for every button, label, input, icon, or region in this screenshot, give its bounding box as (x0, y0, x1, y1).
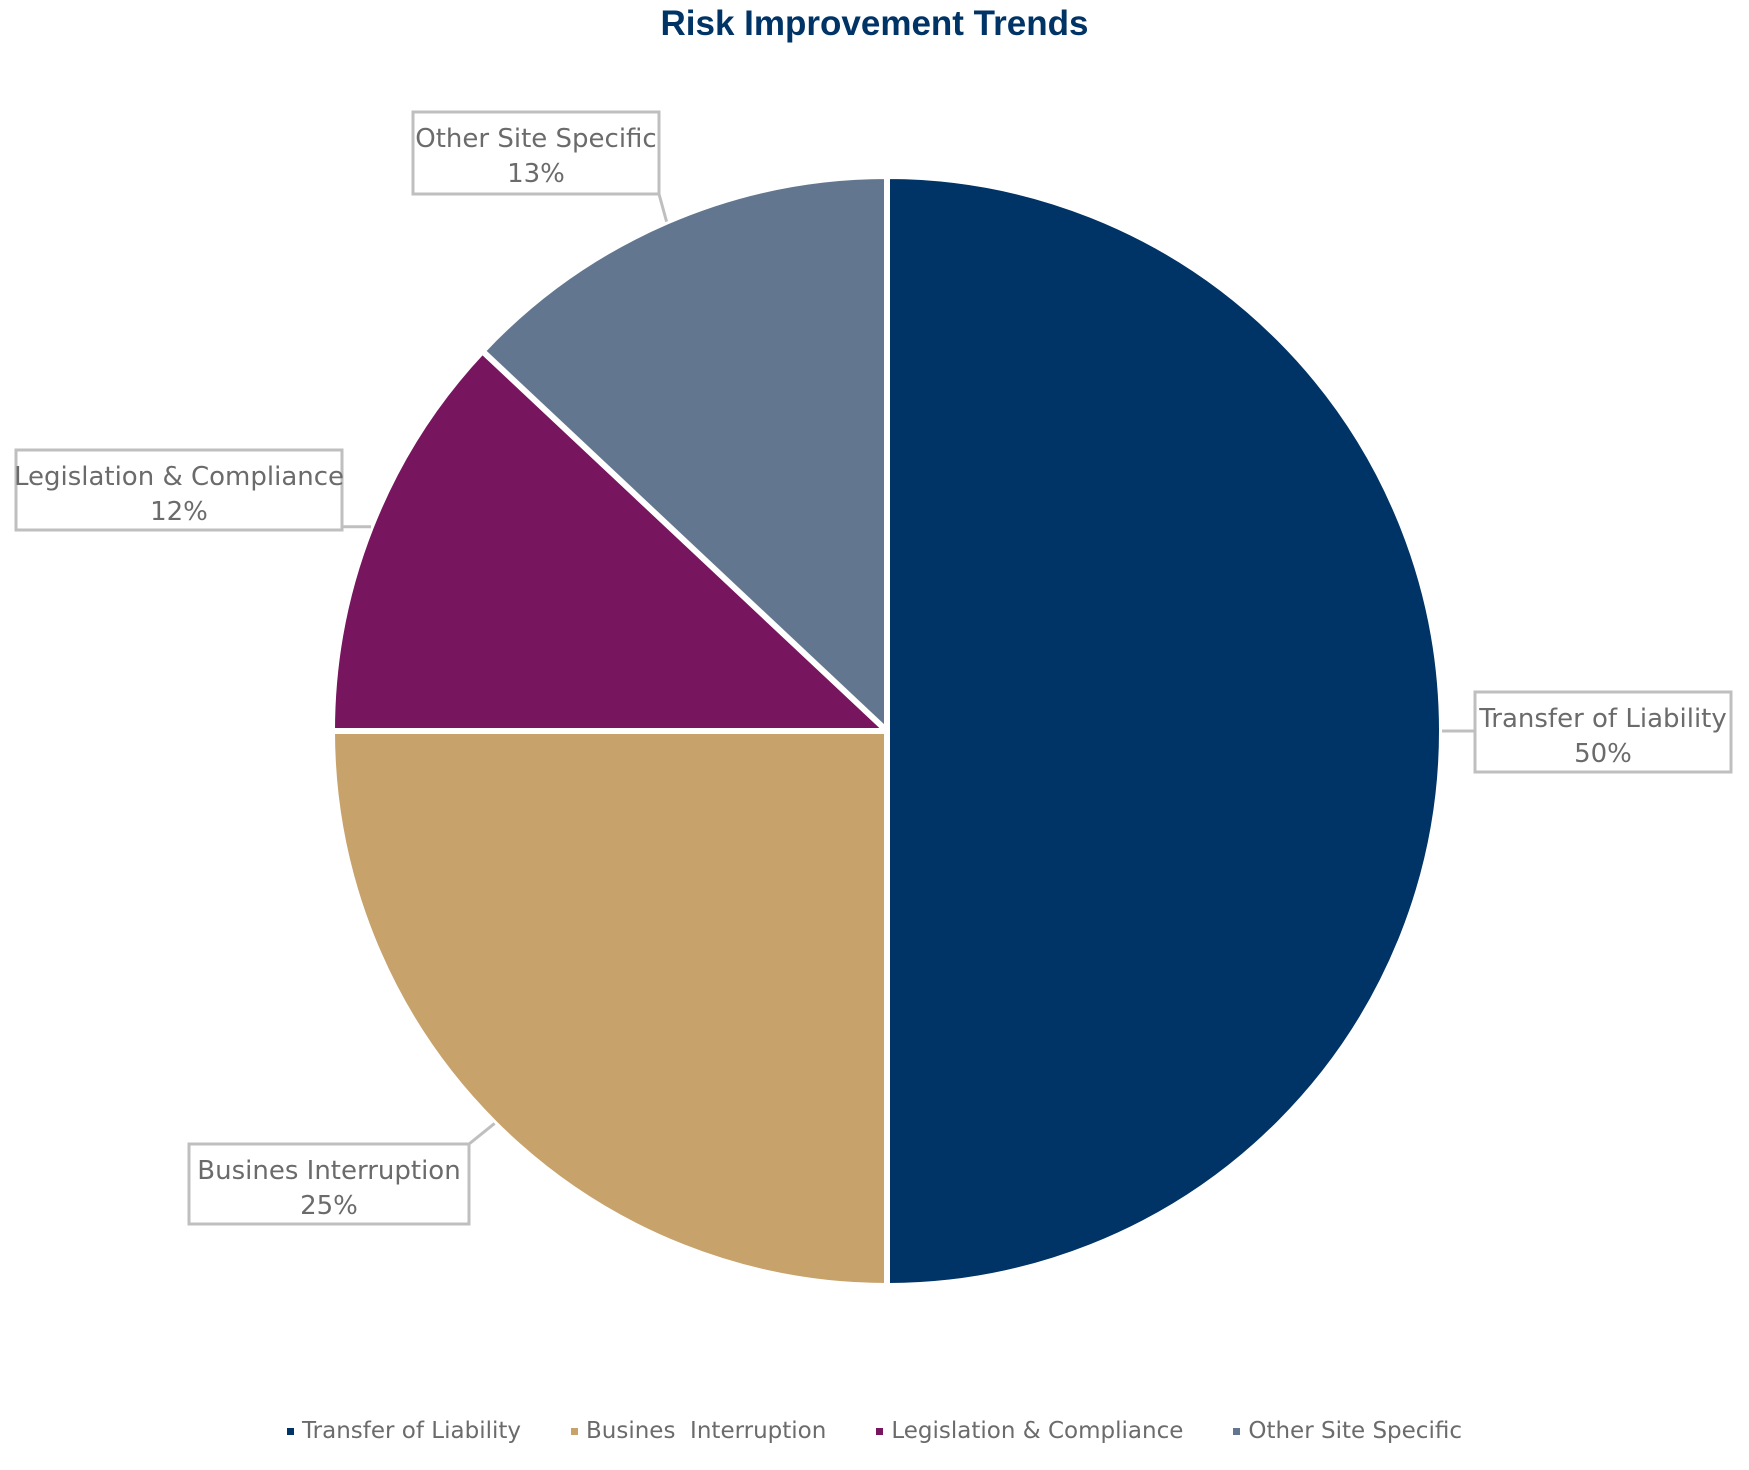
legend-label: Busines Interruption (586, 1418, 827, 1444)
legend-swatch (1233, 1427, 1241, 1435)
chart-title: Risk Improvement Trends (660, 4, 1089, 43)
callout-label: Transfer of Liability (1478, 704, 1727, 734)
legend-label: Other Site Specific (1248, 1418, 1462, 1444)
legend-item: Busines Interruption (571, 1418, 826, 1444)
data-callouts: Transfer of Liability 50% Busines Interrup… (14, 110, 1733, 1226)
pie-slices (329, 173, 1445, 1289)
callout-box (187, 1142, 471, 1226)
callout-box (1473, 690, 1733, 774)
legend-item: Legislation & Compliance (876, 1418, 1183, 1444)
callout-value: 12% (150, 497, 208, 527)
legend-label: Transfer of Liability (302, 1418, 521, 1444)
callout-value: 50% (1574, 739, 1632, 769)
pie-slice-0 (884, 173, 1445, 1289)
legend-swatch (571, 1427, 578, 1435)
callout-leader (468, 1122, 496, 1146)
legend-label: Legislation & Compliance (891, 1418, 1184, 1444)
legend-item: Transfer of Liability (287, 1418, 521, 1444)
legend-swatch (287, 1427, 295, 1435)
legend-swatch (876, 1427, 884, 1435)
pie-slice-1 (329, 728, 890, 1289)
legend-item: Other Site Specific (1233, 1418, 1462, 1444)
callout-label: Legislation & Compliance (14, 462, 344, 492)
legend: Transfer of Liability Busines Interrupti… (0, 1418, 1749, 1444)
callout-label: Other Site Specific (415, 124, 656, 154)
callout-value: 25% (300, 1191, 358, 1221)
callout-box (411, 110, 661, 196)
callout-box (14, 448, 344, 532)
callout-value: 13% (507, 159, 565, 189)
callout-leader (657, 193, 669, 223)
callout-label: Busines Interruption (197, 1156, 460, 1186)
